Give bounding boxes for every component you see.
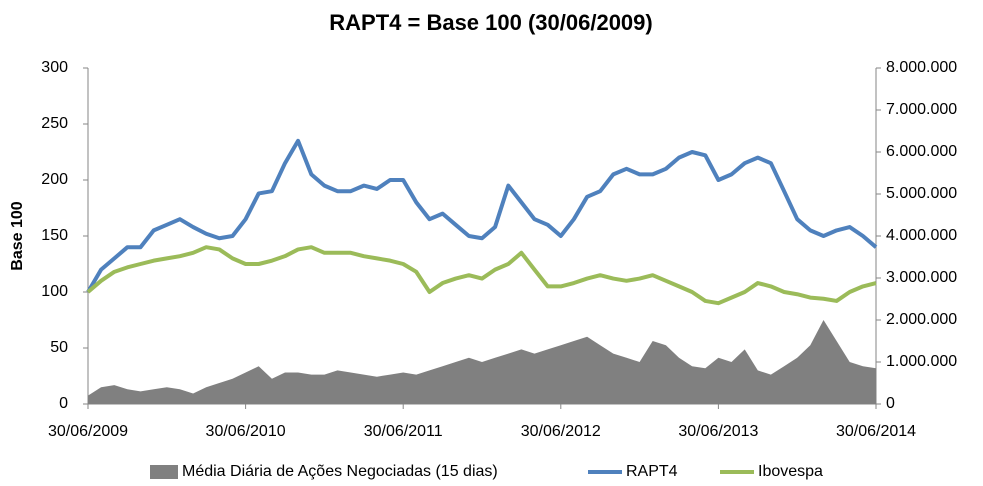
y2-tick-label: 3.000.000 [886, 269, 957, 286]
y2-tick-label: 0 [886, 395, 895, 412]
x-tick-label: 30/06/2013 [678, 423, 758, 440]
y-tick-label: 250 [41, 115, 68, 132]
y-tick-label: 300 [41, 59, 68, 76]
y-tick-label: 200 [41, 171, 68, 188]
y2-tick-label: 6.000.000 [886, 143, 957, 160]
legend-label: RAPT4 [626, 463, 678, 480]
legend-swatch [150, 465, 178, 479]
series-line [86, 245, 877, 306]
y2-tick-label: 7.000.000 [886, 101, 957, 118]
x-tick-label: 30/06/2014 [836, 423, 916, 440]
y2-tick-label: 5.000.000 [886, 185, 957, 202]
series-line [86, 138, 878, 294]
volume-area [88, 320, 876, 404]
y-tick-label: 50 [50, 339, 68, 356]
y-axis-label: Base 100 [9, 201, 26, 270]
x-tick-label: 30/06/2012 [521, 423, 601, 440]
chart-title: RAPT4 = Base 100 (30/06/2009) [329, 10, 652, 35]
legend-label: Ibovespa [758, 463, 823, 480]
y-tick-label: 100 [41, 283, 68, 300]
y2-tick-label: 4.000.000 [886, 227, 957, 244]
y-tick-label: 150 [41, 227, 68, 244]
y2-tick-label: 1.000.000 [886, 353, 957, 370]
x-tick-label: 30/06/2009 [48, 423, 128, 440]
x-tick-label: 30/06/2011 [364, 423, 443, 440]
y-tick-label: 0 [59, 395, 68, 412]
y2-tick-label: 2.000.000 [886, 311, 957, 328]
y2-tick-label: 8.000.000 [886, 59, 957, 76]
x-tick-label: 30/06/2010 [206, 423, 286, 440]
legend-label: Média Diária de Ações Negociadas (15 dia… [182, 463, 498, 480]
